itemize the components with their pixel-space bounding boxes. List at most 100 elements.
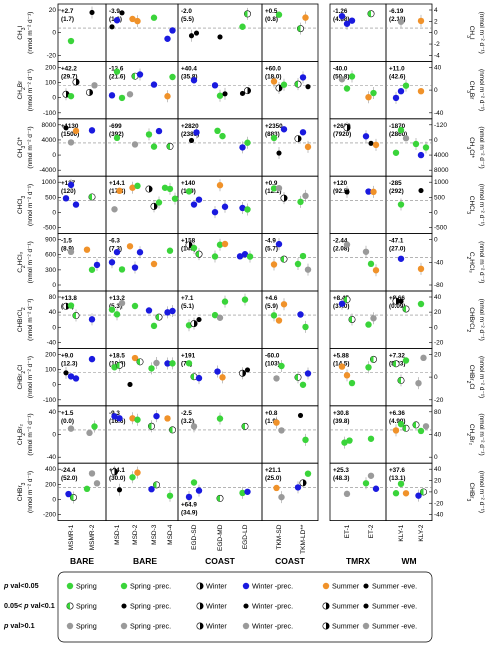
legend-label: Winter -prec. [252, 622, 293, 631]
y-tick-label-right: -500 [434, 225, 447, 232]
y-axis-unit: (nmol m⁻² d⁻¹) [27, 471, 34, 513]
data-point [221, 298, 229, 305]
data-point [397, 376, 405, 384]
flux-mean: +60.0 [265, 65, 281, 72]
site-label: ET-2 [368, 524, 375, 538]
data-point [294, 135, 302, 143]
data-point [67, 139, 75, 146]
data-point [338, 12, 346, 20]
y-axis-unit: (nmol m⁻² d⁻¹) [27, 356, 34, 398]
data-point [126, 91, 134, 98]
data-point [412, 421, 420, 429]
flux-sd: (145) [181, 246, 196, 253]
data-point [86, 429, 93, 437]
data-point [348, 315, 356, 323]
site-label: MSMR-1 [68, 524, 75, 550]
data-point [246, 253, 254, 260]
y-axis-label-right: CH2Br₂ [465, 424, 475, 446]
y-tick-label-right: 0 [434, 87, 438, 94]
data-point [150, 202, 158, 210]
flux-sd: (18.0) [265, 73, 281, 80]
data-point [297, 198, 304, 206]
y-tick-label: -20 [47, 52, 57, 59]
data-point [155, 313, 163, 321]
data-point [270, 134, 278, 142]
data-point [166, 492, 174, 499]
legend-marker [362, 622, 370, 630]
data-point [196, 317, 202, 323]
data-point [280, 81, 288, 88]
flux-mean: +7.32 [389, 352, 405, 359]
data-point [166, 185, 174, 193]
data-point [367, 435, 375, 442]
data-point [131, 264, 139, 271]
site-label: MSD-3 [151, 524, 158, 545]
y-tick-label: 200 [45, 481, 56, 488]
flux-mean: -6.19 [389, 8, 404, 15]
flux-mean: -47.1 [389, 238, 404, 245]
site-label: ET-1 [344, 524, 351, 538]
data-point [302, 14, 309, 21]
y-axis-label: C2HCl₃ [17, 251, 27, 272]
data-point [244, 10, 252, 18]
data-point [164, 309, 171, 316]
data-point [190, 77, 198, 84]
flux-sd: (1.9) [265, 418, 278, 425]
legend-label: Spring [76, 602, 97, 611]
y-axis-label-right: C2HCl₃ [465, 252, 475, 273]
data-point [118, 266, 126, 273]
data-point [188, 137, 195, 144]
flux-sd: (2.08) [333, 246, 349, 253]
y-tick-label-right: 80 [434, 409, 442, 416]
legend-label: Summer -eve. [372, 622, 417, 631]
flux-sd: (103) [265, 360, 280, 367]
y-axis-unit-right: (nmol m⁻² d⁻¹) [478, 126, 485, 168]
y-tick-label: 0 [52, 496, 56, 503]
flux-mean: +140 [181, 180, 196, 187]
data-point [89, 9, 95, 16]
y-tick-label: 80 [49, 294, 57, 301]
data-point [72, 201, 80, 208]
data-point [241, 296, 249, 303]
data-point [236, 253, 244, 260]
flux-sd: (392) [109, 131, 124, 138]
data-point [153, 412, 160, 420]
y-tick-label-right: 40 [434, 432, 442, 439]
data-point [297, 412, 304, 418]
flux-sd: (292) [389, 188, 404, 195]
y-tick-label: 8000 [42, 122, 57, 129]
flux-sd: (8.9) [61, 246, 74, 253]
legend-significance: p val>0.1 [3, 621, 35, 630]
data-point [150, 81, 158, 88]
data-point [392, 490, 400, 497]
data-point [362, 248, 370, 255]
data-point [153, 359, 160, 367]
flux-sd: (5.9) [265, 303, 278, 310]
data-point [305, 84, 311, 90]
y-axis-label: CH3Cl* [17, 137, 27, 158]
data-point [369, 355, 377, 363]
flux-mean: +18.5 [109, 352, 125, 359]
flux-sd: (2860) [389, 131, 407, 138]
y-axis-unit: (nmol m⁻² d⁻¹) [27, 299, 34, 341]
data-point [93, 261, 101, 269]
flux-sd: (5.3) [109, 303, 122, 310]
legend-marker [242, 622, 250, 630]
data-point [368, 140, 374, 146]
data-point [346, 437, 353, 444]
flux-mean: +191 [181, 352, 196, 359]
y-tick-label: 900 [45, 237, 56, 244]
data-point [419, 488, 427, 496]
legend-marker [322, 582, 330, 590]
legend-marker [121, 603, 127, 609]
flux-mean: +42.2 [61, 65, 77, 72]
y-axis-label: CH2Br₂ [17, 423, 27, 445]
legend-label: Winter [206, 582, 227, 591]
legend-label: Summer [332, 582, 360, 591]
data-point [148, 486, 155, 493]
data-point [70, 493, 78, 501]
data-point [402, 357, 410, 364]
data-point [67, 373, 75, 380]
